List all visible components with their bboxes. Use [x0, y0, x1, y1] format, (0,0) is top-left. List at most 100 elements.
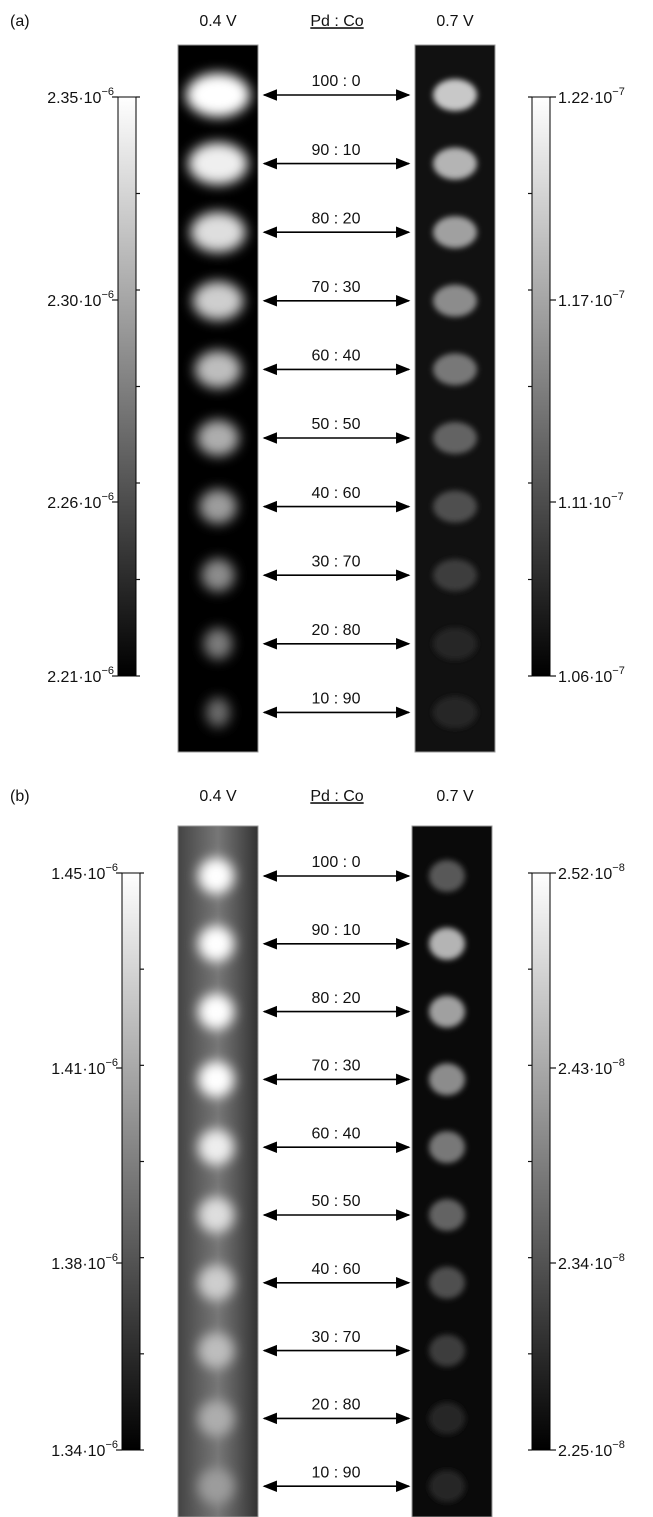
ratio-label: 80 : 20 [312, 990, 361, 1007]
panel-label: (b) [10, 788, 30, 805]
scale-base: 2.43·10 [558, 1061, 612, 1078]
page: (a)0.4 V0.7 VPd : Co100 : 090 : 1080 : 2… [0, 0, 653, 1517]
ratio-label: 10 : 90 [312, 1464, 361, 1481]
ratio-label: 50 : 50 [312, 416, 361, 433]
blob [186, 73, 250, 117]
blob [188, 142, 248, 184]
scale-label: 1.17·10−7 [558, 289, 625, 310]
scale-base: 2.34·10 [558, 1256, 612, 1273]
ratio-label: 70 : 30 [312, 279, 361, 296]
scale-base: 2.30·10 [47, 293, 101, 310]
blob [433, 79, 477, 111]
blob [433, 148, 477, 180]
ratio-label: 50 : 50 [312, 1193, 361, 1210]
blob [429, 860, 465, 892]
blob [206, 698, 230, 728]
voltage-label: 0.4 V [199, 13, 237, 30]
blob [193, 281, 244, 320]
ratio-label: 20 : 80 [312, 1397, 361, 1414]
blob [429, 1199, 465, 1231]
blob [433, 491, 477, 523]
colorbar [532, 873, 550, 1450]
scale-base: 2.21·10 [47, 669, 101, 686]
blob [198, 1061, 234, 1097]
scale-exponent: −8 [612, 862, 625, 874]
ratio-label: 80 : 20 [312, 210, 361, 227]
blob [429, 1131, 465, 1163]
scale-base: 1.34·10 [51, 1443, 105, 1460]
scale-label: 2.34·10−8 [558, 1252, 625, 1273]
blob [198, 994, 234, 1030]
blob [429, 1402, 465, 1434]
scale-exponent: −6 [105, 1439, 118, 1451]
ratio-label: 40 : 60 [312, 485, 361, 502]
scale-label: 2.35·10−6 [47, 86, 114, 107]
scale-label: 1.41·10−6 [51, 1057, 118, 1078]
scale-label: 2.30·10−6 [47, 289, 114, 310]
scale-exponent: −7 [612, 86, 625, 98]
colorbar [122, 873, 140, 1450]
scale-label: 1.38·10−6 [51, 1252, 118, 1273]
ratio-label: 40 : 60 [312, 1261, 361, 1278]
blob [433, 628, 477, 660]
scale-base: 2.25·10 [558, 1443, 612, 1460]
scale-label: 1.45·10−6 [51, 862, 118, 883]
blob [433, 216, 477, 248]
blob [198, 1333, 234, 1369]
blob [198, 1400, 234, 1436]
ratio-header: Pd : Co [310, 13, 363, 30]
scale-exponent: −7 [612, 289, 625, 301]
blob [429, 996, 465, 1028]
scale-exponent: −6 [101, 289, 114, 301]
scale-label: 1.06·10−7 [558, 665, 625, 686]
blob [433, 559, 477, 591]
blob [195, 351, 241, 389]
ratio-label: 70 : 30 [312, 1058, 361, 1075]
blob [198, 1468, 234, 1504]
ratio-header: Pd : Co [310, 788, 363, 805]
scale-label: 2.43·10−8 [558, 1057, 625, 1078]
scale-exponent: −8 [612, 1252, 625, 1264]
voltage-label: 0.7 V [436, 788, 474, 805]
scale-exponent: −6 [101, 86, 114, 98]
blob [429, 1063, 465, 1095]
scale-exponent: −6 [105, 1057, 118, 1069]
scale-label: 1.22·10−7 [558, 86, 625, 107]
scale-base: 1.45·10 [51, 866, 105, 883]
colorbar [532, 97, 550, 676]
blob [429, 928, 465, 960]
scale-label: 2.26·10−6 [47, 491, 114, 512]
blob [433, 285, 477, 317]
ratio-label: 100 : 0 [312, 854, 361, 871]
scale-label: 1.34·10−6 [51, 1439, 118, 1460]
ratio-label: 20 : 80 [312, 622, 361, 639]
blob [433, 353, 477, 385]
blob [198, 926, 234, 962]
scale-base: 1.38·10 [51, 1256, 105, 1273]
scale-exponent: −7 [611, 491, 624, 503]
blob [433, 696, 477, 728]
blob [199, 489, 237, 523]
blob [433, 422, 477, 454]
scale-base: 2.26·10 [47, 495, 101, 512]
scale-base: 1.17·10 [558, 293, 612, 310]
scale-base: 1.22·10 [558, 90, 612, 107]
voltage-label: 0.7 V [436, 13, 474, 30]
blob [429, 1470, 465, 1502]
scale-exponent: −8 [612, 1057, 625, 1069]
blob [429, 1335, 465, 1367]
blob [204, 628, 233, 659]
blob [198, 1129, 234, 1165]
blob [197, 420, 239, 456]
voltage-label: 0.4 V [199, 788, 237, 805]
blob [201, 559, 234, 592]
scale-base: 1.41·10 [51, 1061, 105, 1078]
ratio-label: 100 : 0 [312, 73, 361, 90]
scale-label: 2.52·10−8 [558, 862, 625, 883]
scale-exponent: −7 [612, 665, 625, 677]
ratio-label: 10 : 90 [312, 691, 361, 708]
scale-label: 2.25·10−8 [558, 1439, 625, 1460]
blob [198, 858, 234, 894]
colorbar [118, 97, 136, 676]
scale-base: 1.06·10 [558, 669, 612, 686]
